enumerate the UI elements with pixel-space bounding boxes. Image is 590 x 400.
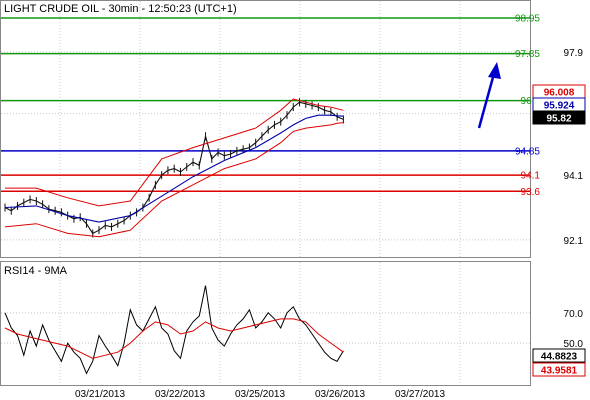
upper-band-value-label: 96.008 <box>544 88 575 99</box>
series-rsi-ma <box>4 318 344 359</box>
x-tick-label: 03/26/2013 <box>315 389 365 400</box>
series-moving-average <box>4 114 344 223</box>
ma-value-label: 95.924 <box>544 101 575 112</box>
x-axis-labels: 03/21/2013 03/22/2013 03/25/2013 03/26/2013… <box>75 389 445 400</box>
current-price-value-box <box>532 110 586 125</box>
rsi-title: RSI14 - 9MA <box>4 265 68 277</box>
level-label: 98.95 <box>515 14 540 25</box>
y-tick-label: 97.9 <box>564 48 584 59</box>
level-label: 96.4 <box>521 96 541 107</box>
level-label: 93.6 <box>521 187 541 198</box>
level-label: 97.85 <box>515 49 540 60</box>
rsi-ma-value-box <box>532 362 586 377</box>
current-price-value-label: 95.82 <box>546 114 571 125</box>
series <box>4 98 344 238</box>
chart-title: LIGHT CRUDE OIL - 30min - 12:50:23 (UTC+… <box>4 3 237 15</box>
series-bollinger-upper <box>5 98 344 207</box>
y-tick-label: 92.1 <box>564 236 584 247</box>
level-label: 94.1 <box>521 171 541 182</box>
series-bollinger-lower <box>4 122 344 238</box>
level-lines <box>1 17 530 193</box>
price-panel <box>0 0 531 258</box>
rsi-ma-value-label: 43.9581 <box>541 366 578 377</box>
x-tick-label: 03/21/2013 <box>75 389 125 400</box>
x-tick-label: 03/22/2013 <box>155 389 205 400</box>
series-rsi <box>4 285 344 375</box>
rsi-panel <box>0 261 531 386</box>
rsi-series <box>4 285 344 375</box>
y-tick-label: 70.0 <box>564 309 584 320</box>
x-tick-label: 03/27/2013 <box>395 389 445 400</box>
y-tick-label: 50.0 <box>564 339 584 350</box>
level-labels: 98.95 97.85 96.4 94.85 94.1 93.6 <box>515 14 540 198</box>
y-tick-label: 94.1 <box>564 171 584 182</box>
value-boxes: 96.008 95.924 95.82 44.8823 43.9581 <box>532 84 586 377</box>
rsi-value-box <box>532 348 586 363</box>
level-label: 94.85 <box>515 146 540 157</box>
trend-arrow-icon <box>477 62 501 129</box>
x-tick-label: 03/25/2013 <box>235 389 285 400</box>
rsi-value-label: 44.8823 <box>541 352 578 363</box>
